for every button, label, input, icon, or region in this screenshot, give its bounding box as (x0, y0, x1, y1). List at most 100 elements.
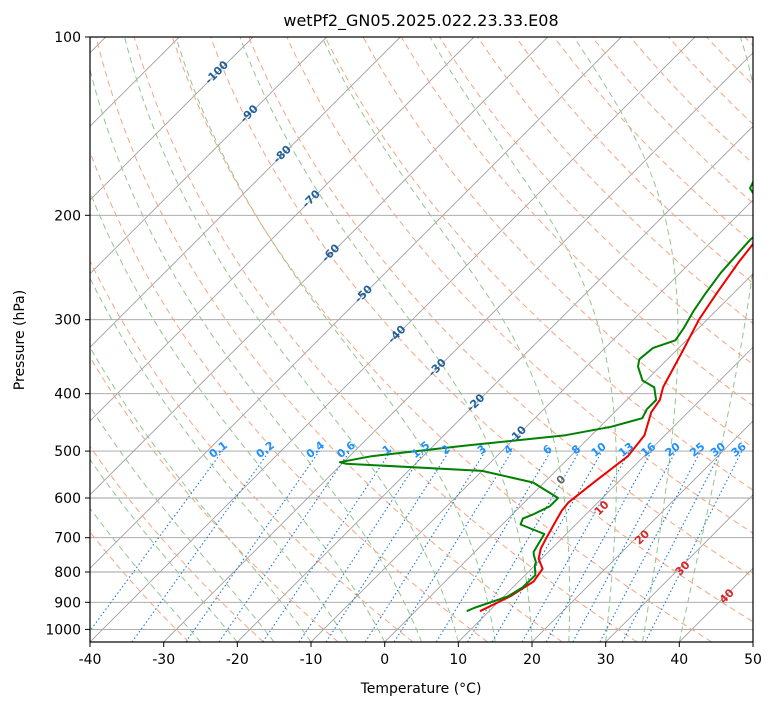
mixing-ratio-line (644, 450, 743, 642)
dry-adiabat-label: -90 (238, 102, 261, 125)
x-tick-label: -40 (79, 652, 102, 668)
moist-adiabat-label: 0 (554, 472, 569, 487)
isotherm-line (752, 641, 753, 642)
y-axis-title: Pressure (hPa) (12, 290, 28, 390)
mixing-ratio-line (298, 450, 425, 642)
moist-adiabat-label: 10 (592, 498, 612, 518)
moist-adiabat-line (90, 405, 275, 642)
dry-adiabat-line (286, 37, 753, 534)
dry-adiabat-line (324, 37, 753, 491)
mixing-ratio-line (325, 450, 450, 642)
dry-adiabat-line (706, 37, 753, 86)
x-tick-label: 0 (380, 652, 389, 668)
profile-line-1 (479, 242, 753, 612)
dry-adiabat-line (248, 37, 753, 578)
mixing-ratio-label: 0.4 (304, 438, 328, 460)
dry-adiabats (90, 37, 753, 642)
isotherm-line (90, 37, 475, 422)
moist-adiabat-line (239, 37, 533, 642)
mixing-ratio-label: 2 (439, 442, 453, 457)
y-tick-label: 100 (54, 30, 81, 46)
mixing-ratio-lines (90, 450, 743, 642)
mixing-ratio-label: 30 (708, 440, 728, 460)
x-tick-label: -30 (152, 652, 175, 668)
moist-adiabat-line (90, 346, 312, 642)
x-tick-label: 30 (597, 652, 615, 668)
isotherm-line (310, 199, 753, 642)
isotherm-line (90, 37, 401, 348)
mixing-ratio-line (521, 450, 630, 642)
mixing-ratio-line (90, 450, 223, 632)
x-tick-label: 20 (523, 652, 541, 668)
isotherm-line (384, 273, 753, 642)
dry-adiabat-line (210, 37, 753, 623)
mixing-ratio-line (491, 450, 603, 642)
mixing-ratio-line (599, 450, 701, 642)
mixing-ratio-line (364, 450, 486, 642)
dry-adiabat-line (438, 37, 753, 366)
x-tick-label: -10 (300, 652, 323, 668)
mixing-ratio-line (572, 450, 677, 642)
mixing-ratio-line (218, 450, 351, 642)
mixing-ratio-line (393, 450, 513, 642)
x-tick-label: 10 (449, 652, 467, 668)
y-tick-label: 300 (54, 313, 81, 329)
isopleth-labels: -100-90-80-70-60-50-40-30-20-100.1 0.2 0.4… (202, 58, 749, 606)
dry-adiabat-line (553, 37, 753, 244)
y-tick-label: 800 (54, 565, 81, 581)
mixing-ratio-label: 13 (616, 440, 636, 460)
dry-adiabat-line (90, 356, 339, 642)
dry-adiabat-label: -100 (202, 58, 231, 87)
moist-adiabat-line (90, 507, 201, 642)
moist-adiabat-line (90, 190, 386, 642)
mixing-ratio-line (467, 450, 580, 642)
dry-adiabat-line (591, 37, 753, 204)
dry-adiabat-line (515, 37, 753, 284)
isotherm-line (457, 346, 753, 642)
x-tick-label: 40 (670, 652, 688, 668)
x-axis-title: Temperature (°C) (360, 681, 482, 697)
moist-adiabat-label: 40 (717, 586, 737, 606)
dry-adiabat-label: -40 (385, 322, 408, 345)
mixing-ratio-label: 20 (663, 440, 683, 460)
moist-adiabat-line (429, 37, 617, 642)
moist-adiabat-line (90, 67, 422, 642)
mixing-ratio-label: 0.2 (254, 439, 277, 461)
y-tick-label: 1000 (45, 622, 81, 638)
mixing-ratio-line (545, 450, 653, 642)
isotherm-line (678, 567, 753, 642)
mixing-ratio-label: 1.5 (409, 439, 432, 461)
profile-lines (338, 180, 753, 612)
moist-adiabats (90, 37, 753, 642)
dry-adiabat-label: -30 (426, 356, 449, 379)
mixing-ratio-label: 0.6 (335, 438, 359, 460)
dry-adiabat-line (133, 37, 638, 642)
moist-adiabat-label: 30 (673, 558, 693, 578)
mixing-ratio-label: 3 (475, 442, 489, 457)
axis-ticks: -40 -30 -20 -10 0 10 20 30 40 5010020030040050060… (45, 30, 762, 668)
mixing-ratio-line (435, 450, 552, 642)
isotherm-line (90, 37, 622, 569)
dry-adiabat-label: -10 (506, 423, 529, 446)
mixing-ratio-line (262, 450, 392, 642)
isotherm-line (90, 37, 254, 201)
mixing-ratio-line (185, 450, 320, 642)
moist-adiabat-line (124, 37, 459, 642)
plot-area: -100-90-80-70-60-50-40-30-20-100.1 0.2 0.4… (90, 37, 753, 642)
dry-adiabat-line (171, 37, 712, 642)
dry-adiabat-label: -70 (300, 187, 323, 210)
y-tick-label: 200 (54, 208, 81, 224)
isotherm-line (605, 494, 753, 642)
isotherm-line (163, 52, 753, 642)
moist-adiabat-line (175, 37, 496, 642)
y-tick-label: 600 (54, 491, 81, 507)
isotherm-line (90, 37, 328, 275)
mixing-ratio-label: 25 (687, 440, 707, 460)
y-tick-label: 500 (54, 444, 81, 460)
x-tick-label: -20 (226, 652, 249, 668)
dry-adiabat-line (744, 37, 753, 47)
isotherm-line (90, 37, 549, 496)
moist-adiabat-line (573, 37, 679, 642)
